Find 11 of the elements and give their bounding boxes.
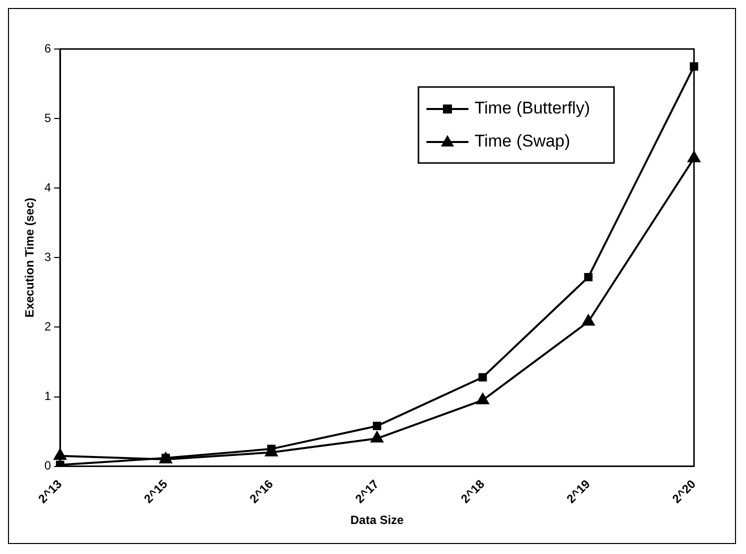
x-axis-title: Data Size [350, 513, 404, 528]
y-tick-label: 3 [44, 250, 52, 264]
y-tick-label: 6 [44, 41, 52, 56]
y-axis-title: Execution Time (sec) [22, 198, 37, 318]
y-tick-label: 0 [44, 458, 52, 473]
legend-label: Time (Swap) [474, 132, 570, 151]
y-tick-label: 4 [44, 180, 52, 194]
y-tick-label: 1 [44, 389, 52, 404]
y-tick-label: 5 [44, 110, 52, 125]
y-tick-label: 2 [44, 320, 52, 334]
legend-label: Time (Butterfly) [474, 98, 590, 118]
